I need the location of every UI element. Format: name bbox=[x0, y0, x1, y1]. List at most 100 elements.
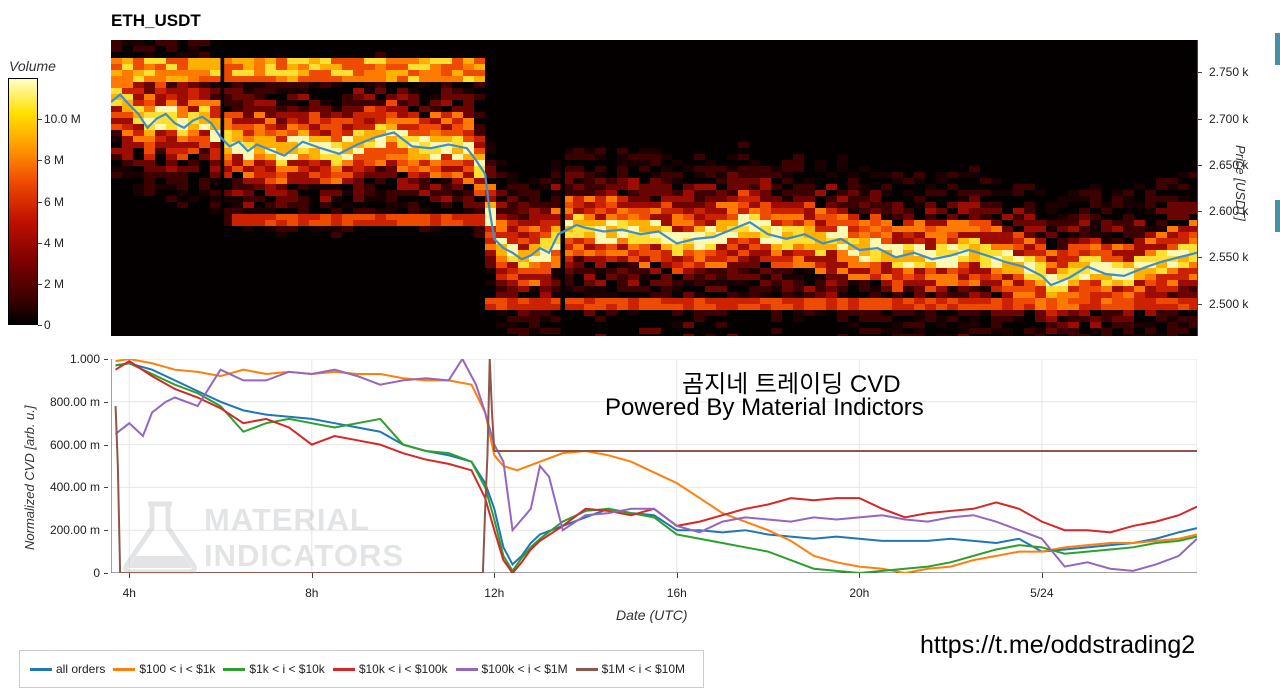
heatmap-cell bbox=[661, 172, 672, 178]
heatmap-cell bbox=[496, 292, 507, 298]
heatmap-cell bbox=[969, 280, 980, 286]
heatmap-cell bbox=[804, 250, 815, 256]
heatmap-cell bbox=[815, 274, 826, 280]
heatmap-cell bbox=[331, 232, 342, 238]
heatmap-cell bbox=[584, 220, 595, 226]
heatmap-cell bbox=[1046, 262, 1057, 268]
heatmap-cell bbox=[793, 280, 804, 286]
heatmap-cell bbox=[1134, 274, 1145, 280]
heatmap-cell bbox=[738, 184, 749, 190]
heatmap-cell bbox=[243, 118, 254, 124]
heatmap-cell bbox=[331, 154, 342, 160]
legend-item[interactable]: $100 < i < $1k bbox=[113, 662, 215, 676]
heatmap-cell bbox=[1189, 238, 1197, 244]
heatmap-cell bbox=[243, 106, 254, 112]
heatmap-cell bbox=[859, 268, 870, 274]
heatmap-cell bbox=[650, 328, 661, 334]
heatmap-cell bbox=[1178, 250, 1189, 256]
heatmap-cell bbox=[276, 58, 287, 64]
heatmap-cell bbox=[1090, 316, 1101, 322]
heatmap-cell bbox=[408, 136, 419, 142]
heatmap-cell bbox=[221, 148, 232, 154]
heatmap-cell bbox=[199, 106, 210, 112]
heatmap-cell bbox=[606, 208, 617, 214]
heatmap-cell bbox=[188, 148, 199, 154]
heatmap-cell bbox=[276, 196, 287, 202]
heatmap-cell bbox=[694, 154, 705, 160]
heatmap-cell bbox=[1156, 280, 1167, 286]
heatmap-cell bbox=[683, 214, 694, 220]
heatmap-cell bbox=[639, 286, 650, 292]
heatmap-cell bbox=[276, 76, 287, 82]
flask-logo-icon bbox=[123, 501, 197, 575]
heatmap-cell bbox=[683, 280, 694, 286]
heatmap-cell bbox=[848, 298, 859, 304]
heatmap-cell bbox=[210, 130, 221, 136]
heatmap-cell bbox=[738, 232, 749, 238]
heatmap-cell bbox=[243, 130, 254, 136]
heatmap-cell bbox=[430, 76, 441, 82]
heatmap-cell bbox=[617, 178, 628, 184]
heatmap-cell bbox=[496, 262, 507, 268]
heatmap-cell bbox=[1145, 238, 1156, 244]
heatmap-cell bbox=[518, 328, 529, 334]
heatmap-cell bbox=[1189, 298, 1197, 304]
heatmap-cell bbox=[1167, 298, 1178, 304]
telegram-link[interactable]: https://t.me/oddstrading2 bbox=[920, 631, 1196, 659]
heatmap-cell bbox=[595, 226, 606, 232]
heatmap-cell bbox=[177, 184, 188, 190]
heatmap-cell bbox=[837, 160, 848, 166]
heatmap-cell bbox=[243, 136, 254, 142]
heatmap-cell bbox=[122, 112, 133, 118]
colorbar-label: Volume bbox=[9, 58, 56, 74]
heatmap-cell bbox=[1101, 328, 1112, 334]
cvd-x-tick-label: 5/24 bbox=[1030, 586, 1054, 600]
heatmap-cell bbox=[529, 190, 540, 196]
heatmap-cell bbox=[1035, 292, 1046, 298]
heatmap-cell bbox=[496, 256, 507, 262]
heatmap-cell bbox=[177, 52, 188, 58]
heatmap-cell bbox=[870, 202, 881, 208]
heatmap-cell bbox=[936, 256, 947, 262]
heatmap-cell bbox=[584, 184, 595, 190]
heatmap-cell bbox=[650, 280, 661, 286]
heatmap-cell bbox=[694, 226, 705, 232]
heatmap-cell bbox=[265, 100, 276, 106]
heatmap-cell bbox=[243, 208, 254, 214]
heatmap-cell bbox=[320, 58, 331, 64]
legend-item[interactable]: $10k < i < $100k bbox=[332, 662, 448, 676]
heatmap-cell bbox=[881, 256, 892, 262]
heatmap-cell bbox=[749, 214, 760, 220]
legend-item[interactable]: all orders bbox=[30, 662, 105, 676]
heatmap-cell bbox=[1068, 334, 1079, 336]
heatmap-cell bbox=[342, 118, 353, 124]
heatmap-cell bbox=[155, 130, 166, 136]
heatmap-cell bbox=[980, 178, 991, 184]
heatmap-cell bbox=[518, 262, 529, 268]
cvd-y-tick-label: 1.000 bbox=[69, 352, 100, 366]
heatmap-cell bbox=[837, 310, 848, 316]
legend-item[interactable]: $1k < i < $10k bbox=[223, 662, 325, 676]
heatmap-cell bbox=[298, 106, 309, 112]
heatmap-cell bbox=[199, 76, 210, 82]
heatmap-cell bbox=[144, 82, 155, 88]
heatmap-cell bbox=[1013, 310, 1024, 316]
heatmap-cell bbox=[936, 274, 947, 280]
side-tab[interactable] bbox=[1275, 200, 1280, 232]
heatmap-cell bbox=[903, 178, 914, 184]
heatmap-cell bbox=[584, 196, 595, 202]
heatmap-cell bbox=[771, 202, 782, 208]
heatmap-cell bbox=[496, 274, 507, 280]
side-tab[interactable] bbox=[1275, 33, 1280, 65]
heatmap-cell bbox=[386, 58, 397, 64]
heatmap-cell bbox=[309, 124, 320, 130]
heatmap-cell bbox=[782, 238, 793, 244]
heatmap-cell bbox=[738, 172, 749, 178]
heatmap-cell bbox=[507, 172, 518, 178]
heatmap-cell bbox=[925, 250, 936, 256]
legend-item[interactable]: $100k < i < $1M bbox=[455, 662, 568, 676]
legend-item[interactable]: $1M < i < $10M bbox=[575, 662, 685, 676]
heatmap-cell bbox=[375, 196, 386, 202]
heatmap-cell bbox=[837, 298, 848, 304]
heatmap-cell bbox=[727, 244, 738, 250]
